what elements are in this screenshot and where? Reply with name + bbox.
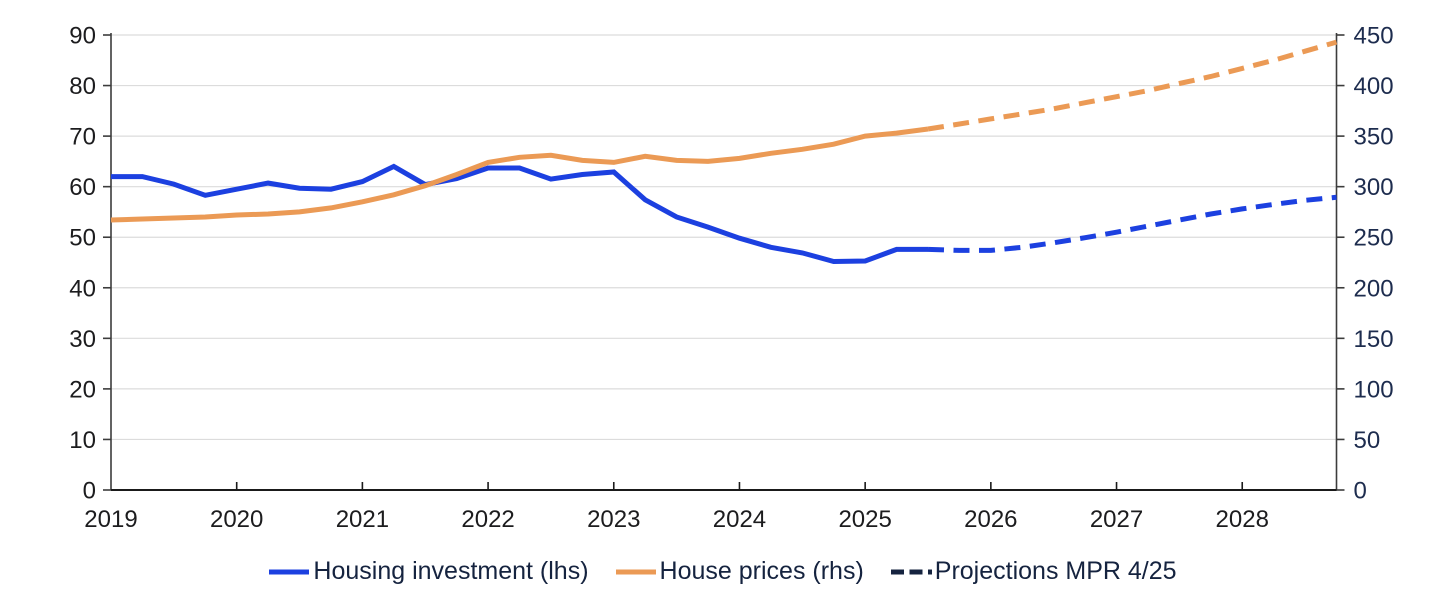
left-axis-tick-label: 0: [83, 478, 96, 505]
x-axis-year-label: 2024: [713, 506, 766, 533]
left-axis-tick-label: 70: [69, 124, 96, 151]
x-axis-year-label: 2028: [1216, 506, 1269, 533]
right-axis-tick-label: 400: [1354, 73, 1394, 100]
legend-label-housing-investment: Housing investment (lhs): [313, 557, 589, 585]
x-axis-year-label: 2025: [838, 506, 891, 533]
x-axis-year-label: 2023: [587, 506, 640, 533]
x-axis-year-label: 2020: [210, 506, 263, 533]
right-axis-tick-label: 300: [1354, 174, 1394, 201]
left-axis-tick-label: 50: [69, 225, 96, 252]
legend-swatch-solid-line-icon: [269, 569, 310, 574]
x-axis-year-label: 2019: [84, 506, 137, 533]
right-axis-tick-label: 250: [1354, 225, 1394, 252]
left-axis-tick-label: 60: [69, 174, 96, 201]
right-axis-tick-label: 100: [1354, 376, 1394, 403]
series-housing-investment: [111, 163, 928, 265]
left-axis-tick-label: 20: [69, 376, 96, 403]
left-axis-tick-label: 80: [69, 73, 96, 100]
left-axis-tick-label: 10: [69, 427, 96, 454]
x-axis-year-label: 2026: [964, 506, 1017, 533]
legend-swatch-dashed-line-icon: [890, 569, 932, 574]
right-axis-tick-label: 0: [1354, 478, 1367, 505]
series-house-prices-projection: [927, 39, 1338, 132]
right-axis-tick-label: 50: [1354, 427, 1381, 454]
series-housing-investment-projection: [927, 194, 1337, 253]
series-house-prices: [110, 126, 929, 223]
left-axis-tick-label: 90: [69, 23, 96, 50]
x-axis-year-label: 2022: [461, 506, 514, 533]
legend-item-projections: Projections MPR 4/25: [890, 559, 1177, 584]
right-axis-tick-label: 150: [1354, 326, 1394, 353]
legend-label-house-prices: House prices (rhs): [659, 557, 864, 585]
legend-label-projections: Projections MPR 4/25: [934, 557, 1177, 585]
x-axis-year-label: 2027: [1090, 506, 1143, 533]
legend-item-housing-investment: Housing investment (lhs): [268, 557, 589, 585]
right-axis-tick-label: 450: [1354, 23, 1394, 50]
left-axis-tick-label: 40: [69, 275, 96, 302]
legend-item-house-prices: House prices (rhs): [615, 559, 864, 584]
right-axis-tick-label: 350: [1354, 124, 1394, 151]
left-axis-tick-label: 30: [69, 326, 96, 353]
x-axis-year-label: 2021: [336, 506, 389, 533]
legend: Housing investment (lhs) House prices (r…: [0, 559, 1445, 584]
right-axis-tick-label: 200: [1354, 275, 1394, 302]
legend-swatch-solid-line-icon: [615, 569, 656, 574]
